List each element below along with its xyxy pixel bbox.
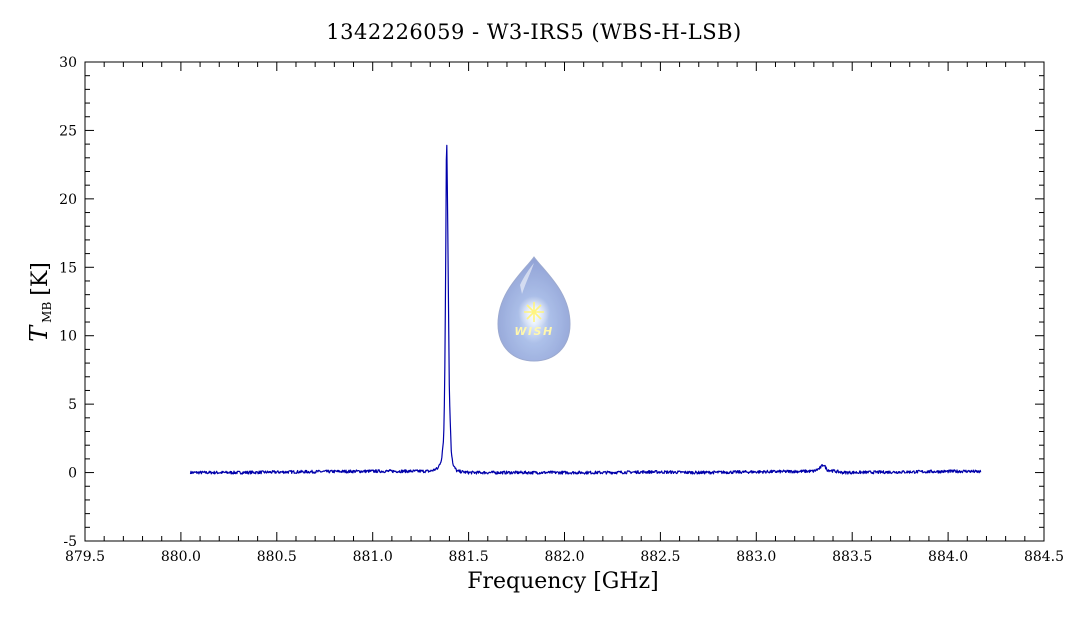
x-tick-label: 883.5 [832, 549, 872, 565]
chart-title: 1342226059 - W3-IRS5 (WBS-H-LSB) [326, 20, 741, 44]
x-axis-title: Frequency [GHz] [467, 569, 659, 594]
y-axis-title-symbol: T [25, 324, 53, 342]
x-tick-label: 884.5 [1024, 549, 1064, 565]
svg-text:TMB[K]: TMB [K] [25, 262, 54, 342]
spectrum-series-line [189, 144, 982, 475]
y-tick-label: 0 [68, 466, 77, 482]
x-tick-label: 879.5 [65, 549, 105, 565]
x-tick-label: 880.0 [161, 549, 201, 565]
x-tick-label: 883.0 [736, 549, 776, 565]
wish-logo-text: WISH [514, 325, 553, 338]
y-axis-title: TMB [K] [25, 262, 54, 342]
x-axis-ticks: 879.5 880.0 880.5 881.0 881.5 882.0 882.5 883.0… [65, 62, 1064, 565]
y-tick-label: 20 [59, 192, 77, 208]
y-tick-label: 15 [59, 260, 77, 276]
x-tick-label: 881.5 [449, 549, 489, 565]
x-tick-label: 880.5 [257, 549, 297, 565]
y-axis-title-subscript: MB [40, 302, 54, 323]
wish-logo: WISH [497, 256, 571, 362]
y-axis-title-unit: [K] [28, 262, 53, 296]
y-tick-label: 30 [59, 55, 77, 71]
x-tick-label: 882.5 [640, 549, 680, 565]
x-tick-label: 882.0 [544, 549, 584, 565]
y-tick-label: 25 [59, 123, 77, 139]
x-tick-label: 884.0 [928, 549, 968, 565]
y-tick-label: -5 [63, 534, 77, 550]
y-tick-label: 10 [59, 329, 77, 345]
y-axis-ticks: -5 0 5 10 15 20 25 30 [59, 55, 1044, 550]
x-tick-label: 881.0 [353, 549, 393, 565]
y-tick-label: 5 [68, 397, 77, 413]
star-icon [524, 302, 544, 322]
